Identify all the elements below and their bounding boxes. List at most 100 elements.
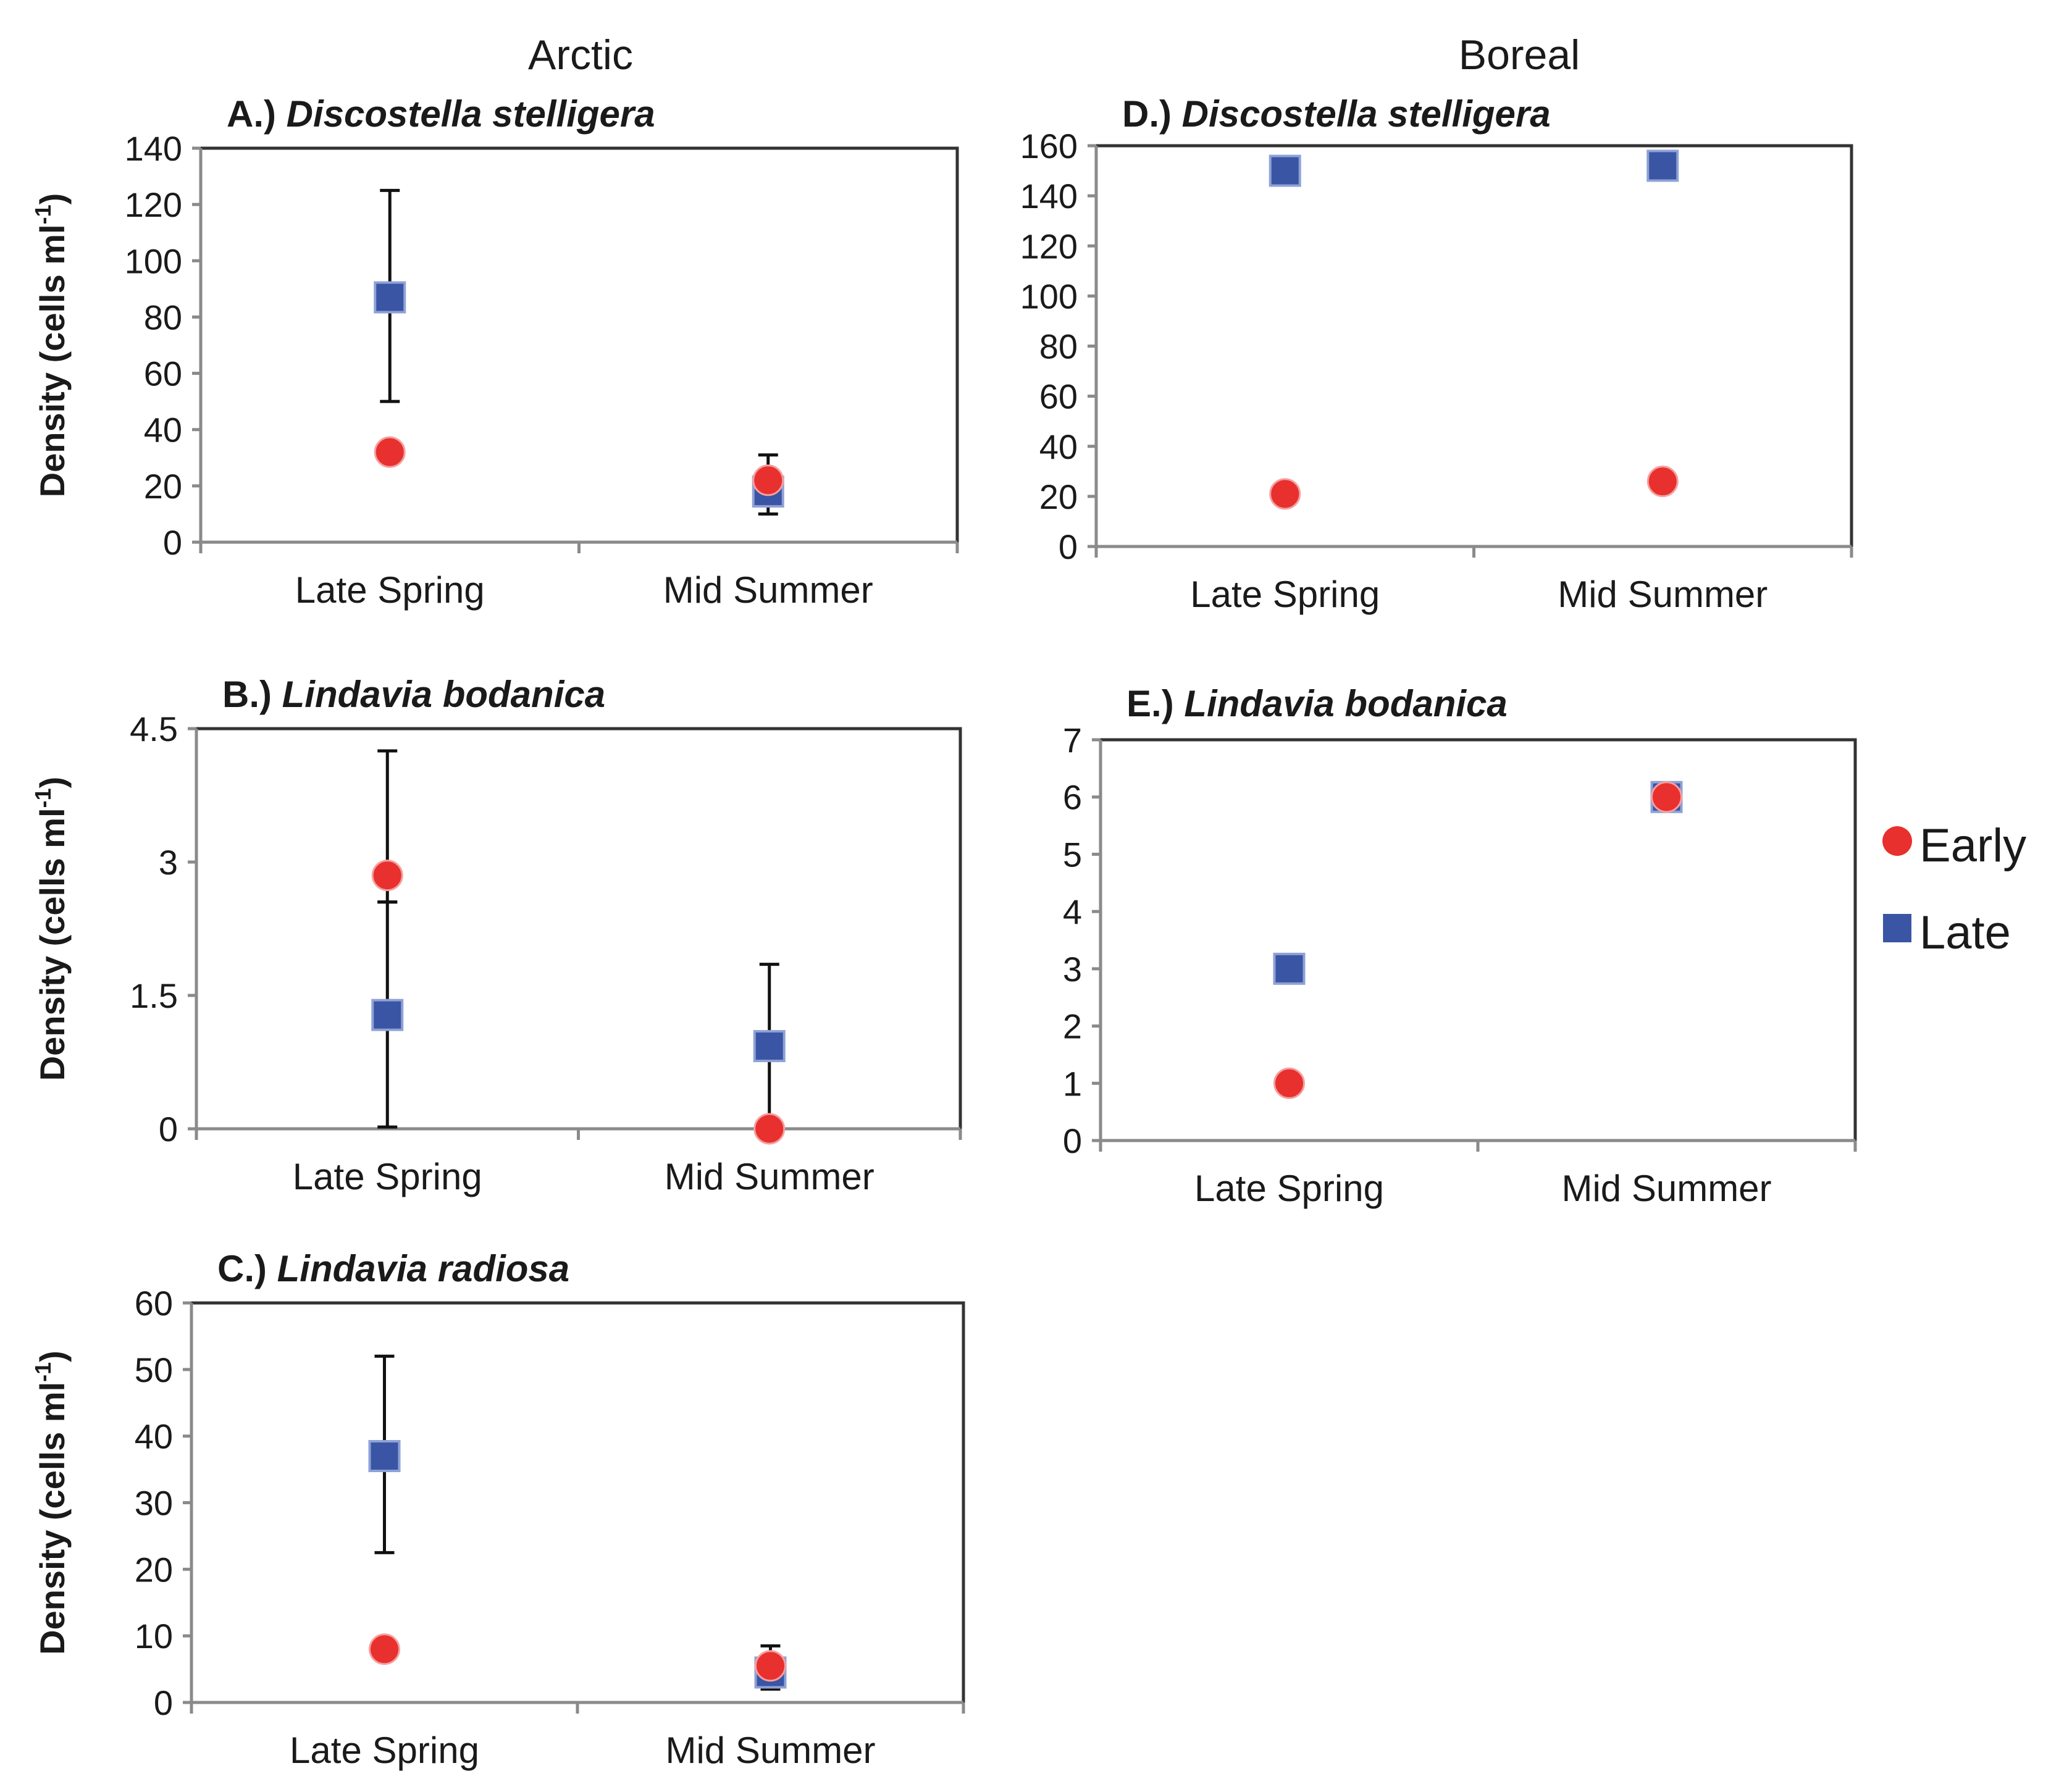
panel-title: D.) Discostella stelligera (1122, 93, 1551, 135)
y-tick-label: 0 (163, 523, 182, 562)
panel-title-species: Lindavia bodanica (1184, 683, 1507, 724)
y-axis-label: Density (cells ml-1) (30, 777, 72, 1081)
panel-d: D.) Discostella stelligera 0 20 40 60 80 100 12… (1020, 93, 1853, 615)
point-late (753, 1030, 786, 1063)
panel-title-prefix: B.) (222, 674, 282, 715)
y-axis-label-end: ) (33, 1350, 72, 1362)
y-tick-label: 20 (1039, 477, 1078, 516)
legend: Early Late (1882, 819, 2026, 959)
y-axis-label-sup: -1 (30, 204, 56, 224)
point-late (1269, 154, 1301, 187)
panel-title-species: Discostella stelligera (1182, 93, 1551, 135)
y-tick-label: 160 (1020, 127, 1078, 165)
panel-title-species: Lindavia bodanica (282, 674, 605, 715)
panel-title-prefix: A.) (227, 93, 287, 135)
x-tick-label: Late Spring (1194, 1168, 1384, 1209)
x-tick-label: Late Spring (290, 1730, 479, 1771)
y-axis-label-main: Density (cells ml (33, 1382, 72, 1655)
x-tick-label: Late Spring (293, 1156, 482, 1197)
panel-b: B.) Lindavia bodanica 0 1.5 3 4.5 Late Spring… (30, 674, 962, 1197)
y-axis-label: Density (cells ml-1) (30, 193, 72, 498)
y-axis-label-sup: -1 (30, 1362, 56, 1382)
y-tick-label: 120 (125, 185, 182, 224)
x-tick-label: Mid Summer (665, 1156, 875, 1197)
y-tick-label: 0 (1059, 527, 1078, 566)
point-late (1646, 149, 1679, 182)
point-early (374, 436, 406, 468)
plot-area (195, 727, 962, 1131)
point-early (369, 1633, 400, 1665)
x-tick-label: Mid Summer (1558, 574, 1768, 615)
y-tick-label: 60 (135, 1284, 173, 1323)
y-tick-label: 4 (1063, 892, 1082, 931)
panel-title-prefix: D.) (1122, 93, 1182, 135)
y-tick-label: 140 (125, 129, 182, 168)
point-late (1273, 952, 1306, 985)
y-tick-label: 80 (144, 298, 182, 337)
y-tick-label: 3 (159, 843, 178, 882)
y-tick-label: 10 (135, 1617, 173, 1656)
y-tick-label: 3 (1063, 950, 1082, 989)
y-tick-label: 20 (135, 1550, 173, 1589)
y-axis-label-end: ) (33, 193, 72, 205)
point-late (368, 1440, 401, 1473)
y-axis-label: Density (cells ml-1) (30, 1350, 72, 1655)
y-tick-label: 2 (1063, 1007, 1082, 1046)
x-tick-label: Mid Summer (1561, 1168, 1771, 1209)
y-tick-label: 30 (135, 1484, 173, 1523)
column-header-arctic: Arctic (528, 31, 633, 78)
legend-marker-early (1882, 826, 1912, 856)
point-early (1646, 466, 1679, 498)
y-axis-label-main: Density (cells ml (33, 808, 72, 1081)
legend-marker-late (1883, 914, 1911, 942)
y-tick-label: 5 (1063, 835, 1082, 874)
point-early (371, 860, 403, 892)
y-tick-label: 6 (1063, 778, 1082, 817)
panel-title-prefix: C.) (217, 1248, 277, 1289)
y-tick-label: 80 (1039, 327, 1078, 366)
panel-e: E.) Lindavia bodanica 0 1 2 3 4 5 6 7 Late Spring… (1063, 683, 1857, 1209)
panel-c: C.) Lindavia radiosa 0 10 20 30 40 50 60 Late Sp… (30, 1248, 965, 1771)
y-tick-label: 0 (1063, 1121, 1082, 1160)
x-tick-label: Mid Summer (663, 569, 873, 611)
plot-area (199, 146, 959, 544)
y-tick-label: 100 (125, 241, 182, 280)
column-header-boreal: Boreal (1459, 31, 1580, 78)
y-tick-label: 0 (159, 1110, 178, 1149)
y-axis-label-main: Density (cells ml (33, 224, 72, 497)
y-tick-label: 40 (1039, 427, 1078, 466)
y-tick-label: 40 (144, 411, 182, 450)
y-tick-label: 40 (135, 1417, 173, 1456)
y-tick-label: 60 (1039, 377, 1078, 416)
y-tick-label: 0 (154, 1683, 173, 1722)
point-early (1651, 781, 1682, 813)
plot-area (1099, 738, 1857, 1142)
point-late (371, 999, 404, 1031)
plot-area (190, 1301, 965, 1704)
y-tick-label: 120 (1020, 227, 1078, 266)
point-early (755, 1650, 786, 1682)
point-late (374, 281, 406, 314)
y-tick-label: 100 (1020, 277, 1078, 316)
y-tick-label: 60 (144, 354, 182, 393)
y-tick-label: 50 (135, 1350, 173, 1389)
x-tick-label: Late Spring (295, 569, 485, 611)
panel-title: C.) Lindavia radiosa (217, 1248, 569, 1289)
y-axis-label-end: ) (33, 777, 72, 789)
x-tick-label: Mid Summer (665, 1730, 875, 1771)
panel-title: E.) Lindavia bodanica (1126, 683, 1508, 724)
x-tick-label: Late Spring (1190, 574, 1380, 615)
legend-label-late: Late (1919, 906, 2011, 959)
panel-title-prefix: E.) (1126, 683, 1184, 724)
point-early (753, 1113, 786, 1145)
y-tick-label: 20 (144, 467, 182, 506)
y-tick-label: 1.5 (130, 976, 178, 1015)
y-tick-label: 7 (1063, 721, 1082, 760)
y-tick-label: 4.5 (130, 710, 178, 748)
panel-title-species: Discostella stelligera (287, 93, 655, 135)
panel-title: B.) Lindavia bodanica (222, 674, 605, 715)
y-axis-label-sup: -1 (30, 788, 56, 808)
panel-title: A.) Discostella stelligera (227, 93, 655, 135)
chart-panels: A.) Discostella stelligera02040608010012… (30, 93, 1857, 1771)
panel-a: A.) Discostella stelligera 0 20 40 60 80 100 12… (30, 93, 959, 611)
